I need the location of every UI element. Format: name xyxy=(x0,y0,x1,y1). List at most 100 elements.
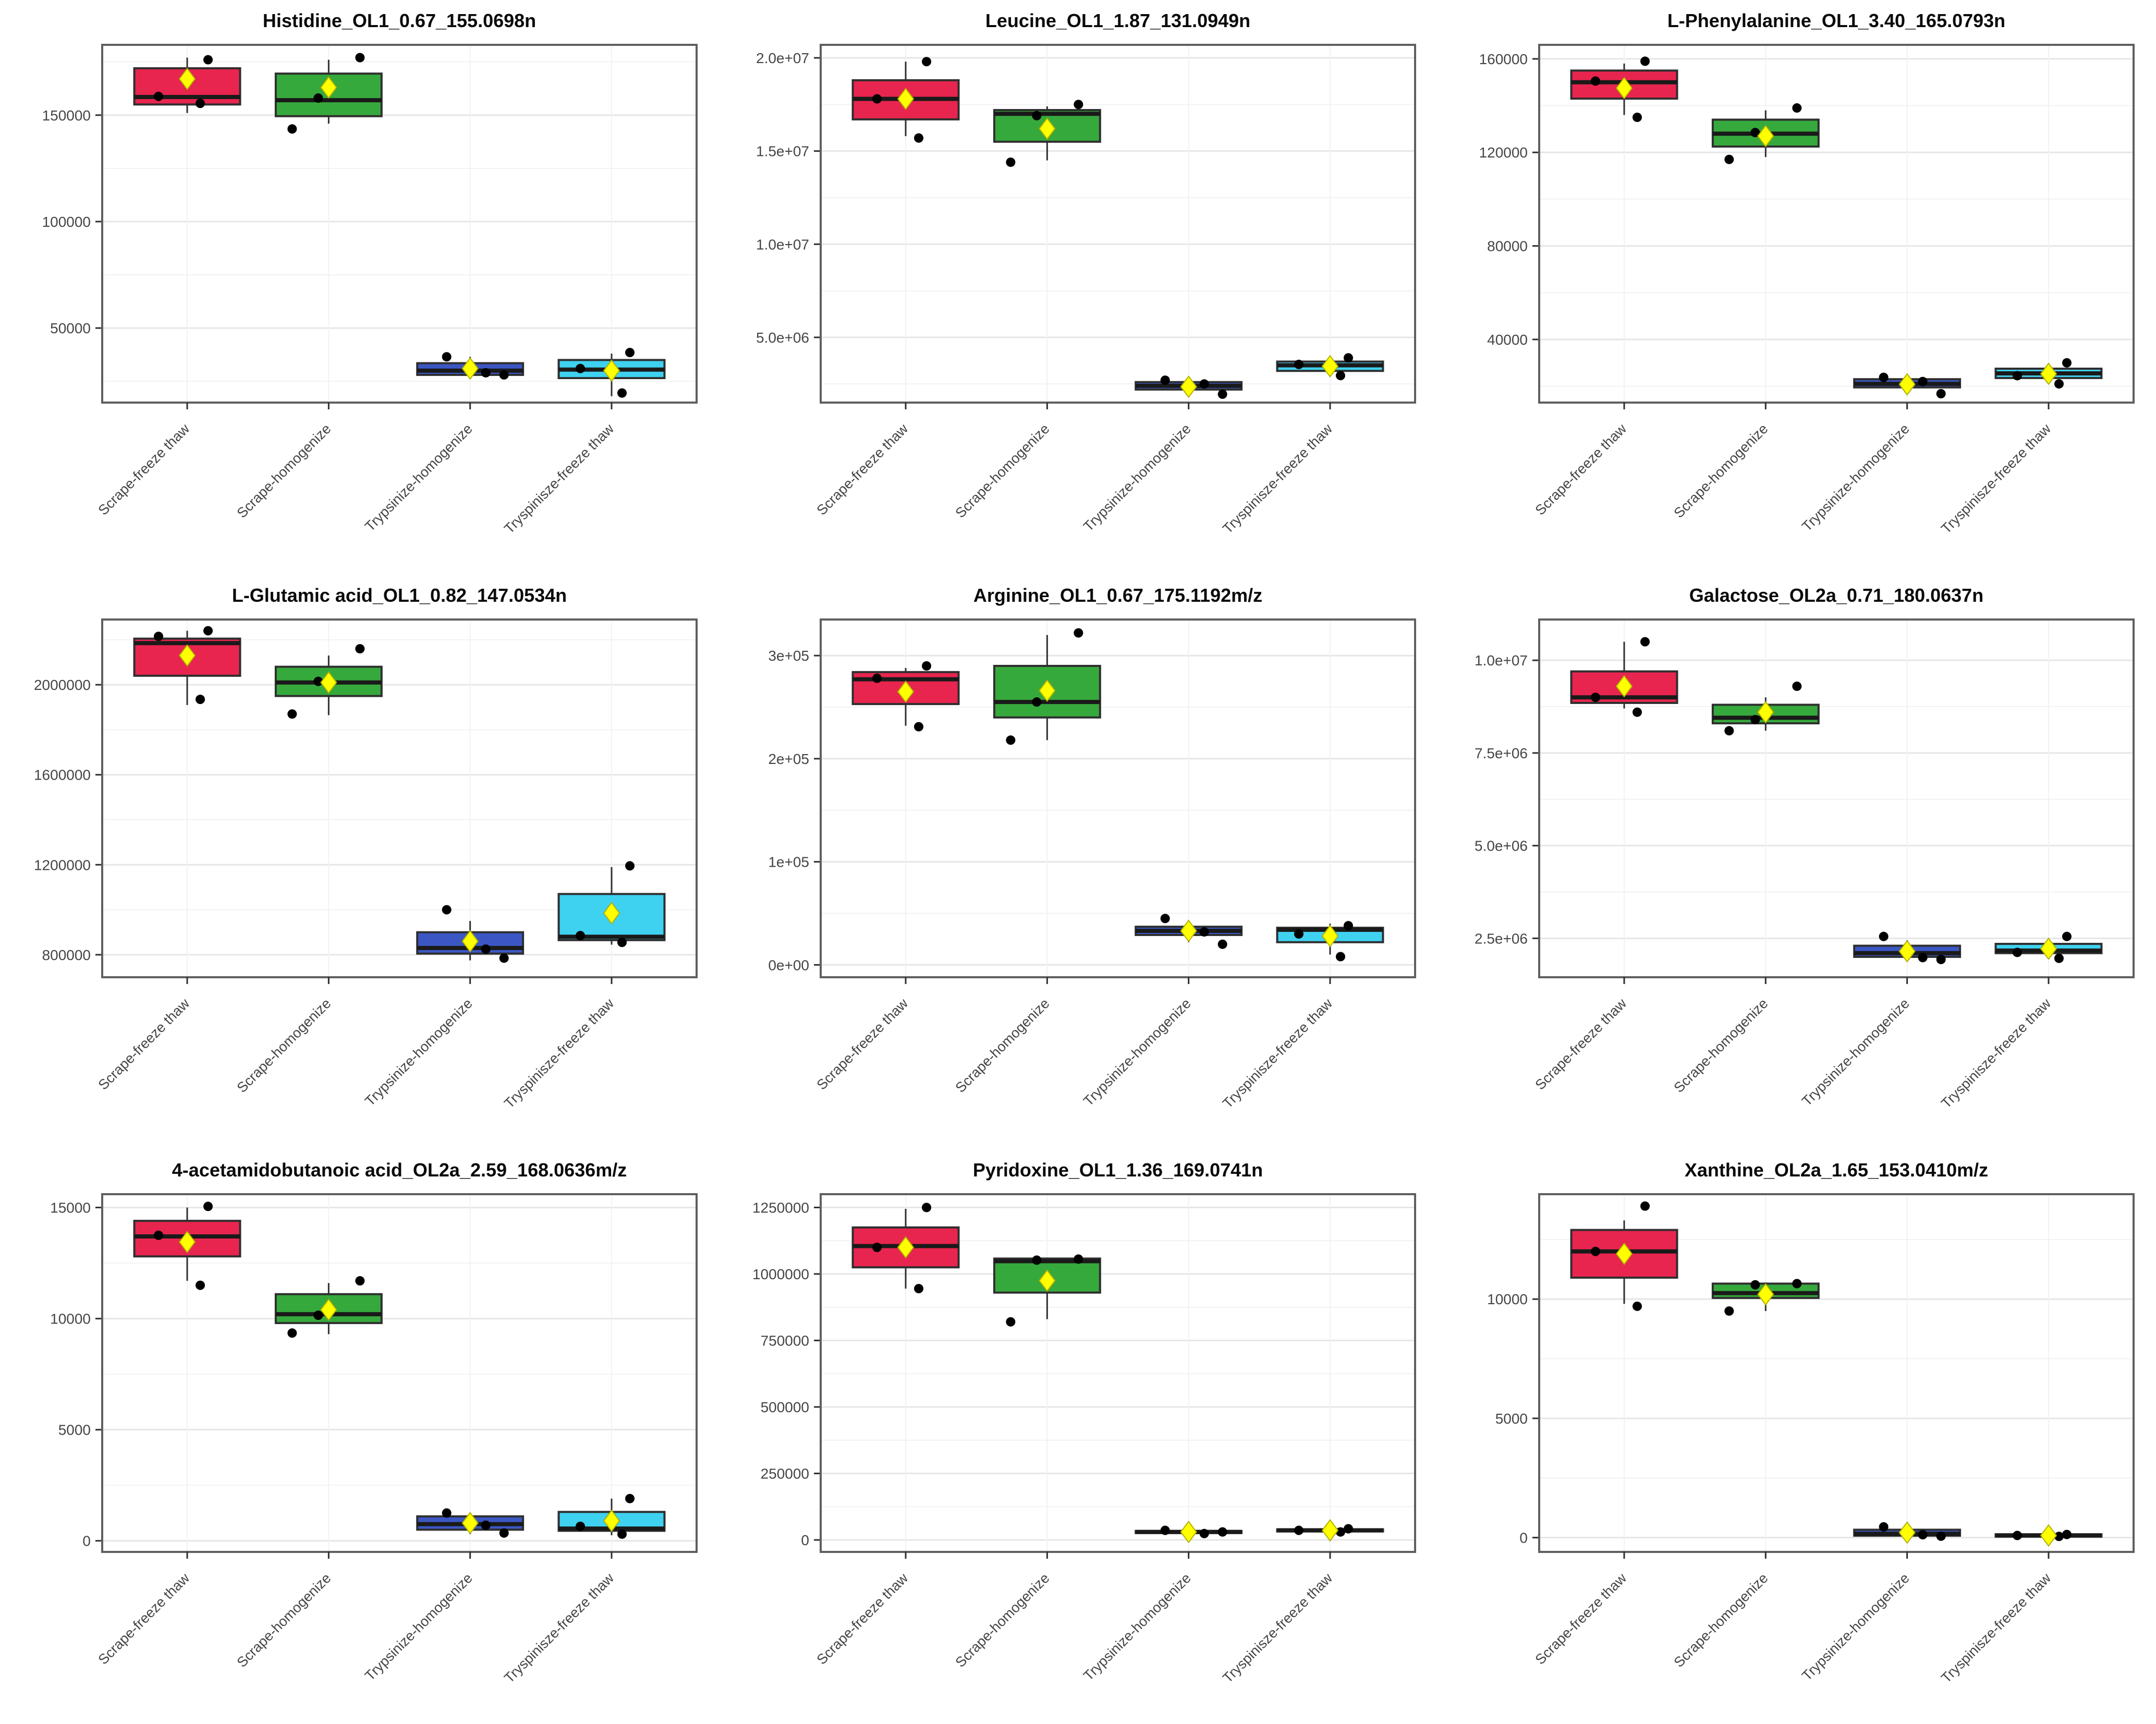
y-tick-label: 0 xyxy=(1519,1530,1528,1546)
jitter-point xyxy=(914,1284,924,1294)
mean-diamond-marker xyxy=(1180,919,1197,942)
y-tick-label: 10000 xyxy=(50,1311,91,1327)
jitter-point xyxy=(499,1528,509,1538)
jitter-point xyxy=(1724,1306,1734,1316)
jitter-point xyxy=(1160,914,1170,924)
jitter-point xyxy=(2062,1529,2072,1539)
panel-title: Histidine_OL1_0.67_155.0698n xyxy=(263,10,536,31)
y-tick-label: 0 xyxy=(801,1532,809,1548)
jitter-point xyxy=(1335,371,1345,381)
y-tick-label: 15000 xyxy=(50,1200,91,1216)
y-tick-label: 5.0e+06 xyxy=(1475,838,1528,854)
y-tick-label: 1200000 xyxy=(34,857,91,873)
plot-border xyxy=(1538,44,2135,404)
jitter-point xyxy=(499,953,509,963)
jitter-point xyxy=(1936,1531,1946,1541)
jitter-point xyxy=(154,91,164,101)
jitter-point xyxy=(1936,388,1946,398)
mean-diamond-marker xyxy=(2040,1524,2057,1547)
mean-diamond-marker xyxy=(461,1511,479,1535)
y-tick-label: 7.5e+06 xyxy=(1475,745,1528,761)
boxplot-panel: 10000 5000 0 Scrape-freeze thaw Scrape-homog… xyxy=(1437,1149,2155,1724)
y-tick-label: 1e+05 xyxy=(768,854,809,870)
mean-diamond-marker xyxy=(1898,1521,1916,1544)
mean-diamond-marker xyxy=(1321,1519,1339,1542)
jitter-point xyxy=(442,905,452,915)
jitter-point xyxy=(2062,358,2072,368)
y-tick-label: 0e+00 xyxy=(768,957,809,973)
jitter-point xyxy=(287,1328,297,1338)
jitter-point xyxy=(481,944,491,954)
jitter-point xyxy=(2054,953,2064,963)
y-tick-label: 0 xyxy=(82,1533,91,1549)
jitter-point xyxy=(313,676,323,686)
mean-diamond-marker xyxy=(320,671,337,694)
mean-diamond-marker xyxy=(1039,117,1056,140)
jitter-point xyxy=(313,1310,323,1320)
jitter-point xyxy=(196,695,205,705)
boxplot-panel: 150000 100000 50000 Scrape-freeze thaw Scrap… xyxy=(0,0,718,575)
mean-diamond-marker xyxy=(1615,77,1633,100)
mean-diamond-marker xyxy=(178,67,196,90)
jitter-point xyxy=(154,632,164,641)
jitter-point xyxy=(1918,377,1928,386)
jitter-point xyxy=(617,938,627,948)
mean-diamond-marker xyxy=(2040,362,2057,385)
mean-diamond-marker xyxy=(1321,925,1339,948)
jitter-point xyxy=(625,1494,635,1503)
jitter-point xyxy=(2012,371,2022,381)
jitter-point xyxy=(2054,1532,2064,1541)
boxplot-panel: 15000 10000 5000 0 Scrape-freeze thaw Scrape-… xyxy=(0,1149,718,1724)
jitter-point xyxy=(442,352,452,362)
jitter-point xyxy=(1199,1528,1209,1538)
panel-svg: 1.0e+077.5e+065.0e+062.5e+06Scrape-freez… xyxy=(1437,575,2155,1149)
y-tick-label: 1.5e+07 xyxy=(756,143,809,160)
jitter-point xyxy=(2054,379,2064,389)
y-tick-label: 250000 xyxy=(761,1466,809,1482)
jitter-point xyxy=(196,1280,205,1290)
y-tick-label: 2.5e+06 xyxy=(1475,930,1528,946)
jitter-point xyxy=(355,53,365,63)
mean-diamond-marker xyxy=(461,930,479,953)
jitter-point xyxy=(1006,157,1016,167)
mean-diamond-marker xyxy=(1615,1242,1633,1265)
jitter-point xyxy=(1294,359,1304,369)
mean-diamond-marker xyxy=(1321,355,1339,378)
mean-diamond-marker xyxy=(320,76,337,99)
mean-diamond-marker xyxy=(1757,701,1774,724)
jitter-point xyxy=(442,1508,452,1518)
y-tick-label: 500000 xyxy=(761,1399,809,1415)
jitter-point xyxy=(1936,954,1946,964)
jitter-point xyxy=(1074,100,1083,110)
mean-diamond-marker xyxy=(1180,375,1197,398)
boxplot-panel: 3e+05 2e+05 1e+05 0e+00 Scrape-freeze thaw Sc… xyxy=(718,575,1437,1149)
mean-diamond-marker xyxy=(603,1509,620,1533)
panel-title: Xanthine_OL2a_1.65_153.0410m/z xyxy=(1685,1159,1988,1181)
jitter-point xyxy=(1343,1524,1353,1534)
mean-diamond-marker xyxy=(1898,373,1916,396)
jitter-point xyxy=(1918,953,1928,963)
mean-diamond-marker xyxy=(897,87,915,111)
y-tick-label: 1250000 xyxy=(752,1200,809,1216)
mean-diamond-marker xyxy=(603,902,620,925)
jitter-point xyxy=(617,388,627,398)
y-tick-label: 2.0e+07 xyxy=(756,50,809,66)
jitter-point xyxy=(1792,103,1802,113)
jitter-point xyxy=(481,1520,491,1530)
jitter-point xyxy=(1918,1530,1928,1540)
jitter-point xyxy=(1032,1255,1042,1265)
jitter-point xyxy=(575,363,585,373)
jitter-point xyxy=(2012,948,2022,957)
jitter-point xyxy=(1006,735,1016,745)
jitter-point xyxy=(1335,1527,1345,1537)
jitter-point xyxy=(1750,128,1760,138)
jitter-point xyxy=(1199,379,1209,389)
mean-diamond-marker xyxy=(603,359,620,382)
mean-diamond-marker xyxy=(1615,675,1633,698)
y-tick-label: 80000 xyxy=(1487,238,1528,254)
mean-diamond-marker xyxy=(1039,679,1056,702)
y-tick-label: 3e+05 xyxy=(768,648,809,664)
